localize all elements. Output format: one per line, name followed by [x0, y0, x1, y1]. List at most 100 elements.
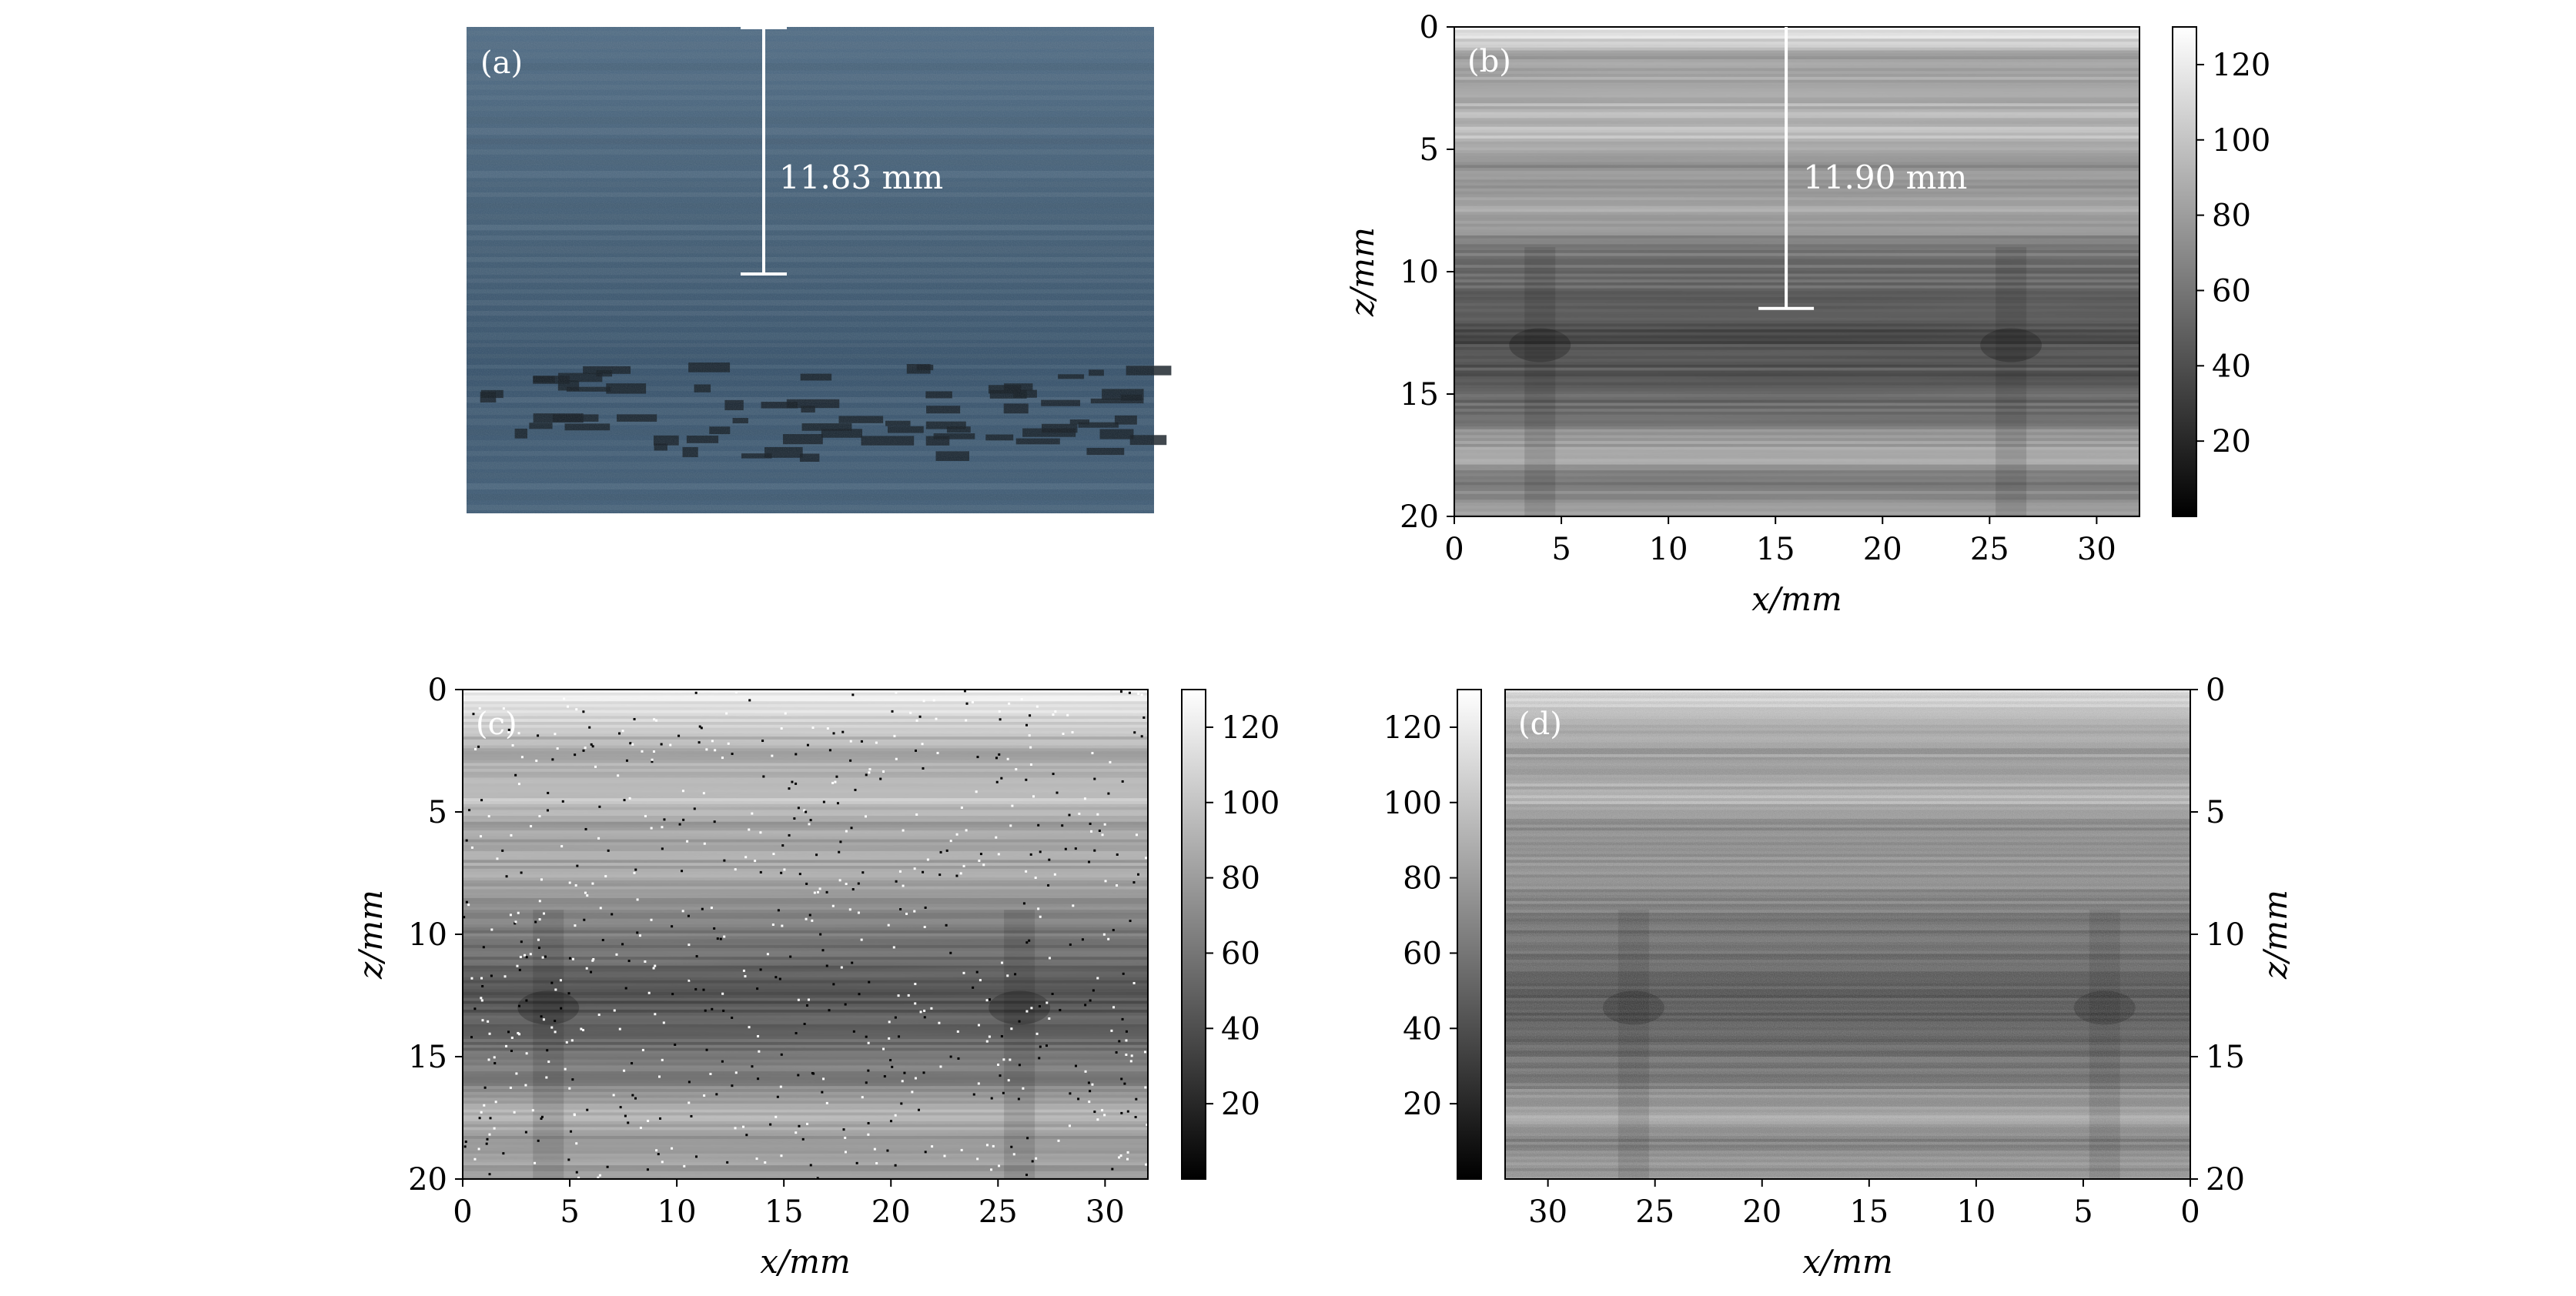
noise-pixel: [995, 757, 998, 760]
y-tick-label: 15: [1400, 377, 1439, 413]
noise-pixel: [902, 829, 905, 832]
noise-pixel: [922, 700, 925, 703]
noise-pixel: [1071, 731, 1074, 734]
noise-pixel: [1145, 1163, 1148, 1166]
noise-pixel: [865, 1081, 868, 1084]
noise-pixel: [480, 977, 483, 980]
noise-pixel: [778, 977, 781, 980]
noise-pixel: [1088, 1101, 1091, 1104]
noise-pixel: [1006, 757, 1009, 760]
noise-pixel: [541, 956, 544, 959]
heatmap-image: [1454, 27, 2139, 516]
noise-pixel: [965, 719, 968, 722]
noise-pixel: [698, 741, 701, 744]
noise-pixel: [540, 878, 543, 881]
noise-pixel: [895, 880, 898, 883]
noise-pixel: [836, 802, 839, 805]
noise-pixel: [477, 1147, 480, 1151]
noise-pixel: [930, 1007, 933, 1010]
noise-pixel: [914, 1077, 917, 1080]
noise-pixel: [975, 970, 979, 974]
noise-pixel: [998, 753, 1001, 756]
noise-pixel: [1093, 1111, 1096, 1114]
noise-pixel: [604, 875, 607, 878]
noise-pixel: [719, 937, 722, 940]
noise-pixel: [650, 918, 653, 921]
noise-pixel: [1052, 773, 1055, 776]
noise-pixel: [883, 1075, 886, 1078]
noise-pixel: [832, 983, 835, 986]
noise-pixel: [1068, 1124, 1071, 1127]
noise-pixel: [1064, 847, 1067, 850]
noise-pixel: [574, 753, 577, 757]
noise-pixel: [780, 726, 783, 730]
x-tick-label: 20: [1742, 1194, 1781, 1230]
noise-pixel: [905, 912, 908, 915]
noise-pixel: [663, 818, 666, 821]
noise-pixel: [687, 1101, 691, 1104]
colorbar-tick-label: 80: [1403, 861, 1442, 897]
noise-pixel: [748, 1026, 751, 1029]
noise-pixel: [1129, 920, 1132, 923]
noise-pixel: [661, 826, 664, 829]
noise-pixel: [914, 983, 917, 986]
noise-pixel: [507, 730, 510, 733]
noise-pixel: [977, 1082, 980, 1085]
noise-pixel: [860, 740, 863, 743]
noise-pixel: [723, 859, 726, 862]
noise-pixel: [851, 888, 855, 891]
noise-pixel: [634, 1097, 637, 1100]
noise-pixel: [803, 1023, 806, 1026]
noise-pixel: [654, 964, 657, 967]
y-axis-label: z/mm: [2257, 890, 2294, 980]
noise-pixel: [535, 760, 538, 763]
noise-pixel: [580, 1027, 583, 1030]
noise-pixel: [681, 790, 684, 793]
noise-pixel: [1140, 735, 1143, 738]
noise-pixel: [530, 825, 533, 828]
noise-pixel: [647, 991, 651, 994]
noise-pixel: [598, 1174, 601, 1177]
noise-pixel: [1089, 822, 1092, 825]
noise-pixel: [1129, 1060, 1132, 1063]
noise-pixel: [798, 1124, 801, 1127]
y-tick-label: 5: [1420, 132, 1439, 168]
noise-pixel: [769, 1123, 772, 1126]
noise-pixel: [921, 743, 924, 746]
noise-pixel: [570, 1039, 574, 1042]
x-tick-label: 10: [1956, 1194, 1996, 1230]
noise-pixel: [757, 1034, 760, 1037]
noise-pixel: [811, 1072, 814, 1075]
noise-pixel: [1025, 1010, 1029, 1013]
noise-pixel: [867, 1069, 870, 1072]
noise-pixel: [795, 782, 798, 785]
noise-pixel: [653, 718, 656, 721]
noise-pixel: [1025, 941, 1029, 944]
noise-pixel: [1096, 813, 1099, 816]
noise-pixel: [1110, 1029, 1113, 1032]
noise-pixel: [879, 777, 882, 780]
y-tick-label: 0: [1420, 10, 1439, 45]
noise-pixel: [1052, 713, 1055, 716]
noise-pixel: [808, 914, 811, 917]
colorbar-tick-label: 100: [1221, 786, 1280, 821]
noise-pixel: [936, 751, 939, 754]
noise-pixel: [1125, 1030, 1128, 1033]
panel-a-measurement-label: 11.83 mm: [779, 159, 943, 196]
noise-pixel: [613, 1009, 616, 1012]
noise-pixel: [481, 984, 484, 987]
noise-pixel: [1111, 1167, 1114, 1171]
noise-pixel: [705, 1048, 708, 1051]
noise-pixel: [975, 790, 978, 793]
noise-pixel: [1017, 1097, 1020, 1101]
noise-pixel: [873, 1147, 876, 1151]
noise-pixel: [703, 1094, 706, 1097]
noise-pixel: [962, 864, 965, 867]
x-tick-label: 5: [2073, 1194, 2093, 1230]
noise-pixel: [650, 827, 653, 830]
noise-pixel: [1045, 1044, 1049, 1047]
y-tick-label: 20: [2206, 1162, 2245, 1197]
noise-pixel: [1039, 1045, 1042, 1048]
noise-pixel: [1051, 993, 1054, 996]
noise-pixel: [1115, 1050, 1118, 1054]
